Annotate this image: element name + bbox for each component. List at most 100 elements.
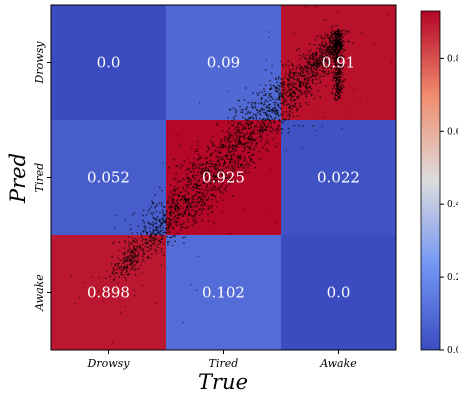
- scatter-point: [243, 143, 246, 146]
- scatter-point: [178, 213, 181, 216]
- scatter-point: [340, 41, 342, 44]
- scatter-point: [133, 289, 135, 291]
- scatter-point: [338, 71, 340, 74]
- scatter-point: [291, 108, 293, 111]
- scatter-point: [326, 56, 329, 58]
- scatter-point: [335, 33, 337, 35]
- scatter-point: [168, 218, 171, 221]
- scatter-point: [225, 288, 227, 291]
- scatter-point: [215, 188, 218, 191]
- scatter-point: [212, 226, 215, 229]
- scatter-point: [203, 203, 206, 206]
- scatter-point: [226, 155, 229, 157]
- scatter-point: [231, 195, 234, 198]
- scatter-point: [275, 108, 278, 111]
- scatter-point: [248, 112, 251, 114]
- scatter-point: [124, 256, 127, 259]
- scatter-point: [126, 251, 129, 254]
- scatter-point: [325, 42, 327, 45]
- scatter-point: [235, 110, 238, 113]
- scatter-point: [111, 271, 114, 273]
- scatter-point: [261, 109, 264, 112]
- scatter-point: [333, 59, 336, 62]
- scatter-point: [291, 81, 294, 84]
- scatter-point: [242, 208, 245, 210]
- scatter-point: [134, 274, 137, 276]
- scatter-point: [320, 63, 323, 66]
- scatter-point: [201, 209, 204, 212]
- scatter-point: [173, 185, 176, 188]
- scatter-point: [339, 45, 341, 48]
- scatter-point: [172, 227, 174, 230]
- scatter-point: [154, 249, 157, 252]
- scatter-point: [238, 146, 241, 148]
- scatter-point: [169, 236, 171, 239]
- scatter-point: [117, 257, 120, 260]
- scatter-point: [168, 166, 170, 169]
- scatter-point: [238, 136, 241, 139]
- scatter-point: [170, 210, 172, 212]
- scatter-point: [288, 79, 291, 82]
- scatter-point: [243, 155, 245, 158]
- scatter-point: [215, 176, 218, 179]
- scatter-point: [216, 146, 219, 149]
- scatter-point: [311, 79, 314, 82]
- scatter-point: [130, 267, 133, 270]
- scatter-point: [116, 263, 119, 265]
- scatter-point: [126, 265, 128, 268]
- cell-value-label: 0.102: [202, 284, 245, 302]
- scatter-point: [296, 115, 299, 117]
- scatter-point: [268, 36, 270, 39]
- scatter-point: [181, 165, 184, 168]
- scatter-point: [117, 281, 120, 284]
- scatter-point: [162, 242, 165, 245]
- scatter-point: [305, 93, 308, 96]
- scatter-point: [142, 251, 145, 253]
- scatter-point: [265, 106, 268, 108]
- scatter-point: [255, 116, 258, 119]
- scatter-point: [130, 252, 132, 255]
- scatter-point: [273, 129, 276, 132]
- scatter-point: [187, 209, 190, 212]
- scatter-point: [153, 237, 156, 240]
- scatter-point: [191, 188, 193, 190]
- scatter-point: [212, 174, 215, 177]
- scatter-point: [142, 238, 145, 240]
- scatter-point: [299, 72, 302, 75]
- scatter-point: [232, 167, 235, 170]
- scatter-point: [337, 96, 340, 98]
- scatter-point: [197, 255, 200, 258]
- scatter-point: [338, 39, 341, 42]
- scatter-point: [132, 268, 135, 270]
- y-tick-label: Awake: [33, 274, 46, 312]
- scatter-point: [296, 108, 298, 111]
- scatter-point: [288, 110, 291, 112]
- scatter-point: [266, 107, 268, 109]
- scatter-point: [333, 85, 336, 88]
- scatter-point: [268, 118, 271, 121]
- scatter-point: [186, 187, 188, 190]
- scatter-point: [333, 73, 335, 76]
- scatter-point: [207, 189, 210, 192]
- scatter-point: [275, 146, 278, 148]
- scatter-point: [179, 199, 181, 202]
- scatter-point: [227, 116, 229, 119]
- scatter-point: [216, 201, 219, 203]
- scatter-point: [314, 111, 317, 113]
- scatter-point: [305, 69, 308, 72]
- scatter-point: [324, 34, 327, 36]
- scatter-point: [166, 241, 169, 243]
- scatter-point: [114, 264, 117, 267]
- scatter-point: [233, 164, 236, 167]
- scatter-point: [201, 204, 204, 207]
- scatter-point: [337, 84, 339, 86]
- scatter-point: [320, 35, 322, 38]
- scatter-point: [314, 63, 317, 65]
- scatter-point: [321, 37, 324, 40]
- scatter-point: [174, 209, 176, 211]
- scatter-point: [256, 129, 259, 132]
- scatter-point: [210, 162, 213, 165]
- cell-value-label: 0.925: [202, 169, 245, 187]
- scatter-point: [260, 130, 262, 133]
